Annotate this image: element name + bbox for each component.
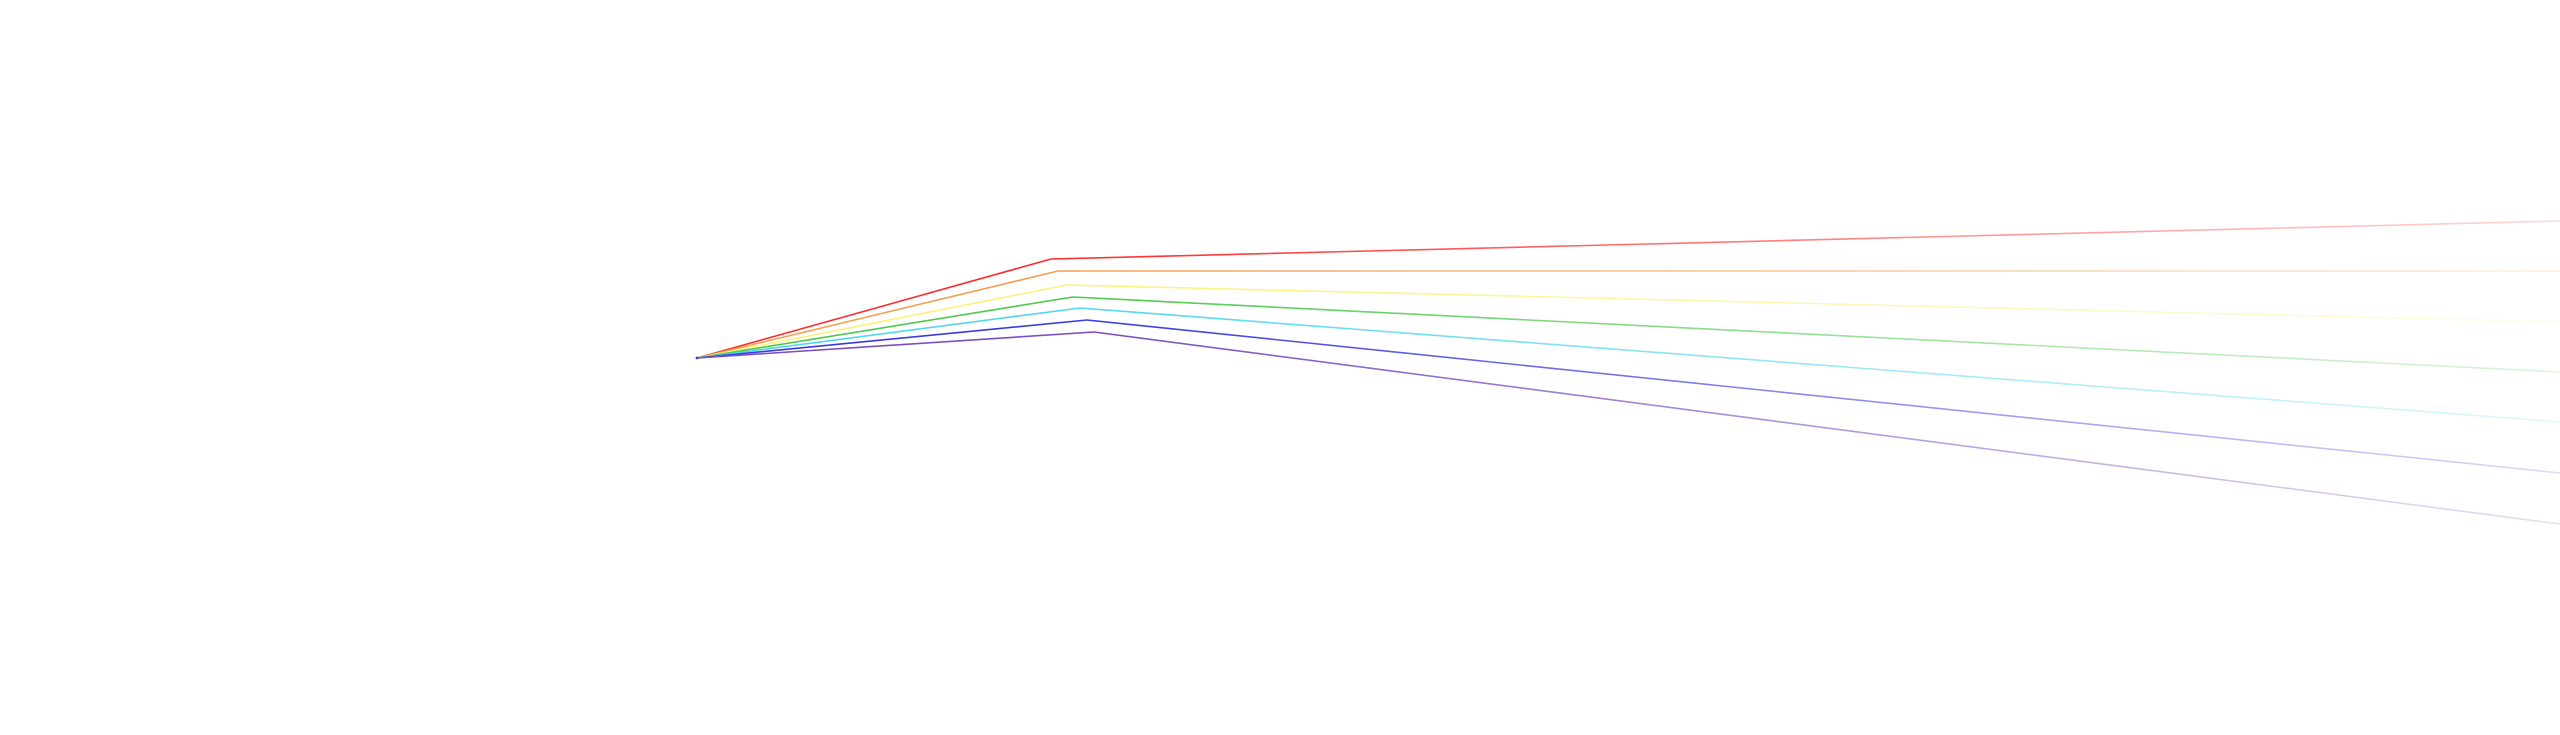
light-rays [695,220,2560,525]
ray-red-outer [1050,220,2560,260]
ray-yellow-inner [696,284,1068,359]
ray-yellow-outer [1066,284,2560,323]
ray-blue-inner [696,319,1088,359]
ray-violet-outer [1093,331,2560,525]
ray-cyan-outer [1079,307,2560,423]
ray-green-outer [1072,296,2560,373]
ray-blue-outer [1086,319,2560,474]
ray-green-inner [696,296,1074,359]
convergence-point [695,356,699,360]
ray-cyan-inner [696,307,1081,359]
ray-orange-inner [696,270,1059,359]
ray-violet-inner [696,331,1095,359]
ray-red-inner [696,258,1052,359]
